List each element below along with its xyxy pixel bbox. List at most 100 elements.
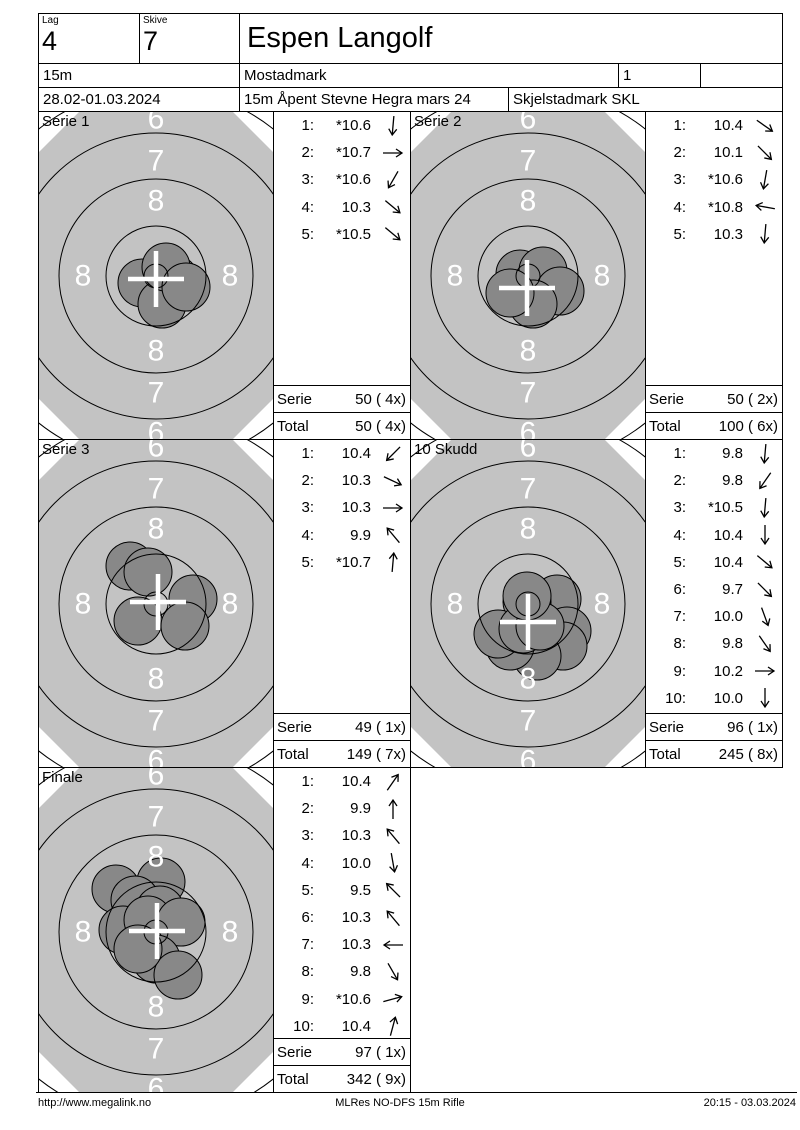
shot-row: 7: 10.3 (274, 931, 410, 958)
shot-row: 4: 10.0 (274, 850, 410, 877)
serie-value: 49 ( 1x) (355, 718, 406, 736)
shot-direction-arrow-icon (760, 497, 770, 519)
ring-number: 8 (520, 513, 537, 546)
ring-number: 7 (148, 1033, 165, 1066)
ring-number: 6 (520, 112, 537, 136)
ring-number: 6 (148, 112, 165, 136)
shot-row: 10: 10.4 (274, 1013, 410, 1040)
target-graphic: 6 7 8 8 8 8 7 6 (39, 440, 273, 767)
shot-direction-arrow-icon (388, 115, 398, 136)
total-score-row: Total 50 ( 4x) (274, 412, 410, 439)
shot-direction-arrow-icon (384, 227, 401, 241)
shot-number: 2: (301, 800, 314, 818)
shot-direction-arrow-icon (385, 446, 401, 461)
venue-cell: Mostadmark (239, 63, 619, 88)
ring-number: 6 (520, 745, 537, 768)
skive-value: 7 (143, 26, 159, 56)
mean-point-crosshair (130, 574, 186, 630)
shot-row: 2: *10.7 (274, 139, 410, 166)
shot-number: 8: (301, 963, 314, 981)
shot-row: 6: 9.7 (646, 576, 782, 603)
shot-direction-arrow-icon (388, 552, 398, 573)
shot-number: 4: (301, 854, 314, 872)
serie-score-row: Serie 97 ( 1x) (274, 1038, 410, 1065)
shot-number: 5: (673, 225, 686, 243)
shot-direction-arrow-icon (383, 993, 403, 1003)
empty-header-cell (700, 63, 783, 88)
serie-label: Serie (649, 718, 685, 736)
shot-direction-arrow-icon (757, 582, 773, 597)
shot-number: 1: (301, 117, 314, 135)
footer-url-link[interactable]: http://www.megalink.no (38, 1097, 152, 1109)
range-cell: 15m (38, 63, 240, 88)
shot-row: 4: 10.3 (274, 194, 410, 221)
panel-label: Serie 1 (42, 113, 90, 130)
scoring-ring (58, 178, 254, 374)
shot-number: 3: (301, 499, 314, 517)
shot-hole (113, 924, 163, 974)
serie-label: Serie (649, 390, 685, 408)
ring-number: 8 (148, 663, 165, 696)
shot-row: 1: 10.4 (274, 440, 410, 467)
shot-value: 10.4 (713, 526, 743, 544)
shot-value: 10.3 (341, 472, 371, 490)
ring-number: 8 (75, 588, 92, 621)
shot-number: 3: (301, 827, 314, 845)
shot-number: 1: (673, 445, 686, 463)
shot-value: 10.4 (713, 553, 743, 571)
shot-row: 9: *10.6 (274, 986, 410, 1013)
serie-label: Serie (277, 1043, 313, 1061)
mean-point-crosshair (129, 903, 185, 959)
shot-number: 1: (301, 773, 314, 791)
shot-list-serie-2: 1: 10.4 2: 10.1 3: *10.6 4: *10.8 5: 10.3 Serie 50 … (645, 111, 783, 440)
ring-number: 7 (520, 473, 537, 506)
serie-label: Serie (277, 718, 313, 736)
ring-number: 6 (148, 768, 165, 792)
shot-row: 8: 9.8 (646, 630, 782, 657)
ring-number: 8 (594, 260, 611, 293)
shot-direction-arrow-icon (386, 773, 399, 791)
shot-direction-arrow-icon (386, 828, 400, 845)
shot-row: 3: 10.3 (274, 494, 410, 521)
total-value: 149 ( 7x) (346, 745, 406, 763)
target-cell-serie-2: 6 7 8 8 8 8 7 6 Serie 2 (410, 111, 646, 440)
shot-row: 4: 9.9 (274, 522, 410, 549)
shot-list-serie-3: 1: 10.4 2: 10.3 3: 10.3 4: 9.9 5: *10.7 Serie 49 ( … (273, 439, 411, 768)
shot-number: 10: (293, 1017, 314, 1035)
shot-row: 3: 10.3 (274, 822, 410, 849)
serie-score-row: Serie 50 ( 2x) (646, 385, 782, 412)
target-graphic: 6 7 8 8 8 8 7 6 (39, 768, 273, 1092)
shot-value: 10.2 (713, 662, 743, 680)
shot-row: 6: 10.3 (274, 904, 410, 931)
shot-row: 3: *10.6 (274, 166, 410, 193)
ring-number: 8 (447, 260, 464, 293)
ring-number: 6 (148, 417, 165, 440)
scoring-ring (105, 881, 207, 983)
shot-row: 2: 10.1 (646, 139, 782, 166)
shot-value: 10.4 (713, 117, 743, 135)
shot-value: 10.3 (713, 225, 743, 243)
ring-number: 8 (520, 185, 537, 218)
mean-point-crosshair (500, 594, 556, 650)
shot-number: 5: (301, 553, 314, 571)
ring-number: 8 (520, 663, 537, 696)
footer-timestamp: 20:15 - 03.03.2024 (703, 1097, 796, 1109)
footer-divider (36, 1092, 797, 1093)
shot-direction-arrow-icon (756, 119, 774, 132)
relay-number-cell: 1 (618, 63, 701, 88)
shot-value: *10.6 (335, 171, 371, 189)
serie-value: 50 ( 4x) (355, 390, 406, 408)
ring-number: 6 (148, 1073, 165, 1093)
shot-direction-arrow-icon (386, 909, 400, 926)
shot-direction-arrow-icon (760, 688, 770, 709)
shot-number: 3: (673, 499, 686, 517)
shot-row: 5: 9.5 (274, 877, 410, 904)
shot-number: 10: (665, 689, 686, 707)
ring-number: 8 (447, 588, 464, 621)
shot-value: 10.3 (341, 198, 371, 216)
target-graphic: 6 7 8 8 8 8 7 6 (411, 112, 645, 439)
shot-number: 2: (301, 472, 314, 490)
ring-number: 8 (594, 588, 611, 621)
shot-direction-arrow-icon (389, 853, 399, 874)
serie-value: 96 ( 1x) (727, 718, 778, 736)
